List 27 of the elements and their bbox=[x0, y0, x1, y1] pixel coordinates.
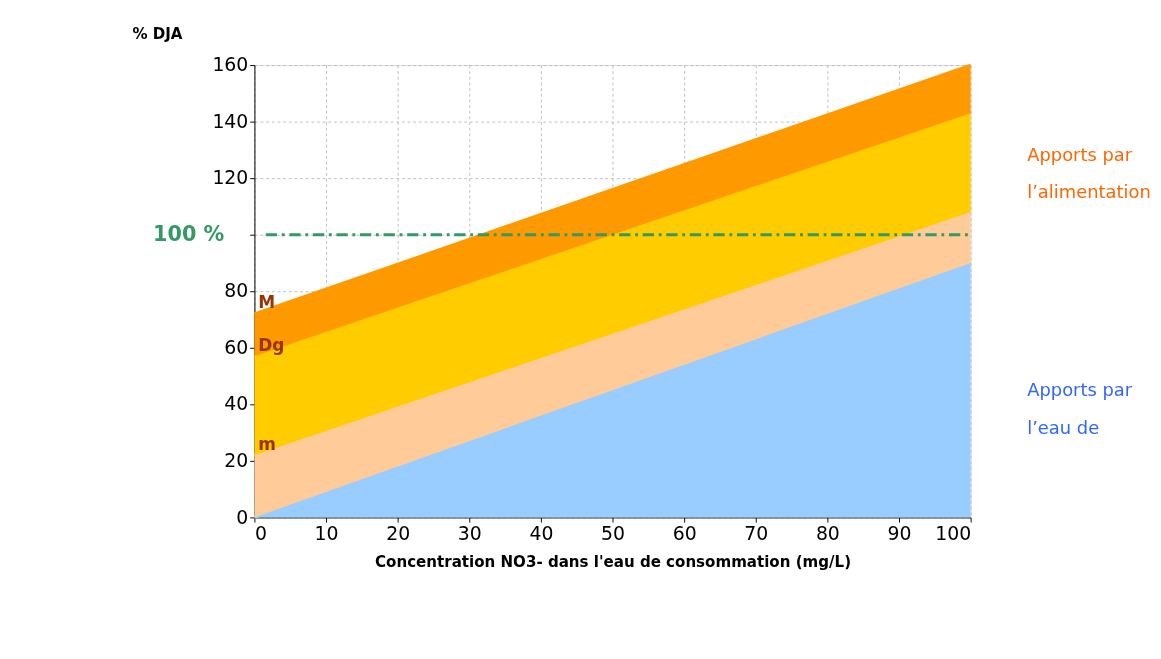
x-tick-label: 0 bbox=[254, 522, 267, 544]
x-tick-label: 90 bbox=[887, 522, 912, 544]
x-tick-label: 80 bbox=[815, 522, 840, 544]
y-tick-label: 60 bbox=[224, 336, 249, 358]
x-tick-label: 10 bbox=[314, 522, 339, 544]
series-label: M bbox=[258, 292, 276, 313]
y-tick-label: 0 bbox=[236, 506, 249, 528]
y-axis-title: % DJA bbox=[132, 25, 183, 44]
x-tick-label: 50 bbox=[601, 522, 625, 544]
x-tick-label: 40 bbox=[529, 522, 554, 544]
y-tick-label: 140 bbox=[212, 110, 249, 132]
x-tick-label: 60 bbox=[672, 522, 697, 544]
x-tick-label: 20 bbox=[386, 522, 411, 544]
y-tick-label: 160 bbox=[212, 54, 249, 76]
y-tick-label: 40 bbox=[224, 393, 249, 415]
x-tick-label: 30 bbox=[457, 522, 482, 544]
series-label: m bbox=[258, 433, 276, 454]
x-tick-label: 70 bbox=[744, 522, 769, 544]
y-tick-label: 120 bbox=[212, 167, 249, 189]
x-tick-label: 100 bbox=[935, 522, 972, 544]
y-tick-label: 80 bbox=[224, 280, 249, 302]
ref-line-label: 100 % bbox=[153, 222, 225, 247]
text: Apports par l’eau de bbox=[1027, 378, 1133, 438]
x-axis-title: Concentration NO3- dans l'eau de consommation (mg/L) bbox=[375, 552, 851, 571]
y-tick-label: 20 bbox=[224, 450, 249, 472]
series-label: Dg bbox=[258, 334, 285, 355]
text: Apports par l’alimentation bbox=[1027, 143, 1151, 203]
